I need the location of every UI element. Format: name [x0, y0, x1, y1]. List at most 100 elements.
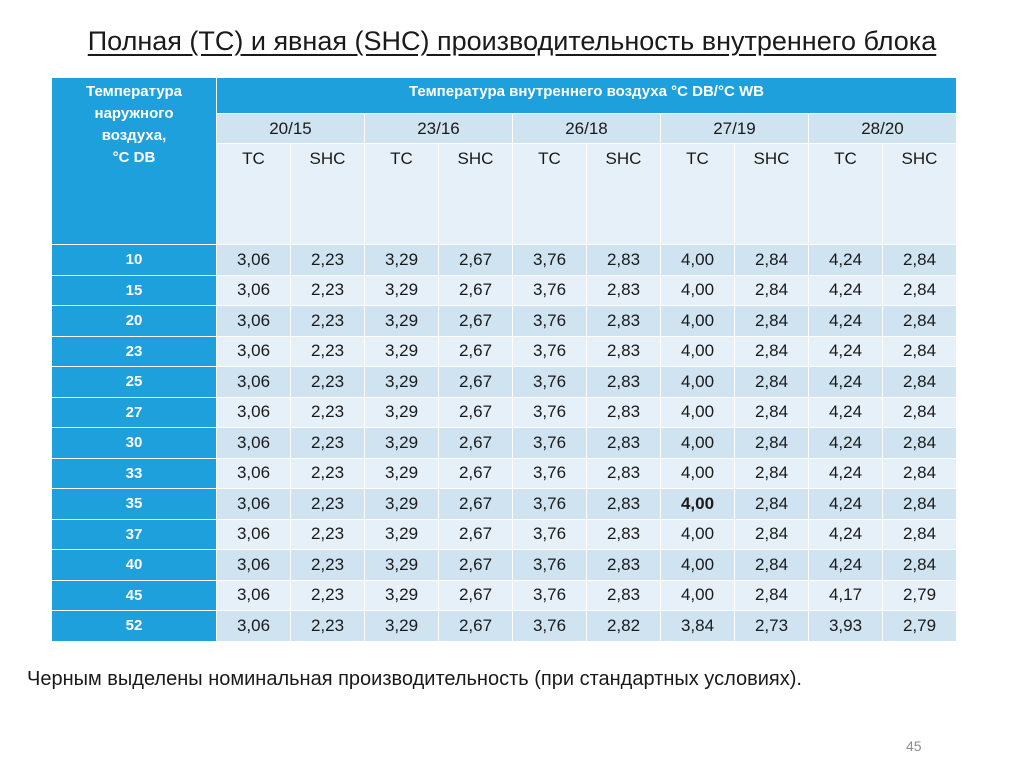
tc-value-cell: 4,00	[660, 396, 735, 428]
shc-value-cell: 2,84	[734, 244, 809, 276]
shc-value-cell: 2,67	[438, 396, 513, 428]
shc-value-cell: 2,23	[290, 427, 365, 459]
tc-value-cell: 4,00	[660, 427, 735, 459]
shc-header: SHC	[882, 143, 957, 245]
tc-value-cell: 4,24	[808, 518, 883, 550]
table-row: 23 3,06 2,23 3,29 2,67 3,76 2,83 4,00 2,84 4,24 2,…	[51, 335, 957, 367]
outdoor-temp-cell: 30	[51, 427, 217, 459]
shc-value-cell: 2,84	[882, 305, 957, 337]
tc-value-cell: 3,76	[512, 549, 587, 581]
indoor-condition-header: 26/18	[512, 113, 661, 144]
footnote: Черным выделены номинальная производител…	[27, 668, 802, 690]
tc-value-cell: 3,76	[512, 335, 587, 367]
performance-table: Температура наружного воздуха, °C DB Тем…	[51, 77, 957, 642]
tc-value-cell: 4,24	[808, 335, 883, 367]
shc-value-cell: 2,84	[882, 457, 957, 489]
outdoor-temp-cell: 35	[51, 488, 217, 520]
tc-value-cell: 4,24	[808, 488, 883, 520]
indoor-condition-header: 20/15	[216, 113, 365, 144]
table-row: 30 3,06 2,23 3,29 2,67 3,76 2,83 4,00 2,84 4,24 2,…	[51, 427, 957, 459]
tc-value-cell: 4,24	[808, 366, 883, 398]
outdoor-temp-cell: 15	[51, 274, 217, 306]
tc-value-cell: 3,06	[216, 274, 291, 306]
indoor-condition-header: 28/20	[808, 113, 957, 144]
tc-value-cell: 3,84	[660, 610, 735, 642]
shc-value-cell: 2,67	[438, 305, 513, 337]
shc-value-cell: 2,84	[734, 305, 809, 337]
shc-value-cell: 2,83	[586, 335, 661, 367]
tc-value-cell: 4,00	[660, 335, 735, 367]
shc-value-cell: 2,82	[586, 610, 661, 642]
table-row: 35 3,06 2,23 3,29 2,67 3,76 2,83 4,00 2,84 4,24 2,…	[51, 488, 957, 520]
shc-value-cell: 2,23	[290, 549, 365, 581]
shc-value-cell: 2,67	[438, 518, 513, 550]
shc-value-cell: 2,67	[438, 427, 513, 459]
slide-title: Полная (TC) и явная (SHC) производительн…	[87, 26, 937, 56]
shc-value-cell: 2,67	[438, 274, 513, 306]
shc-value-cell: 2,84	[882, 549, 957, 581]
shc-value-cell: 2,23	[290, 579, 365, 611]
tc-value-cell: 3,29	[364, 579, 439, 611]
tc-value-cell: 3,29	[364, 244, 439, 276]
tc-value-cell: 3,29	[364, 518, 439, 550]
shc-value-cell: 2,83	[586, 457, 661, 489]
tc-value-cell: 3,76	[512, 366, 587, 398]
shc-value-cell: 2,84	[882, 335, 957, 367]
tc-value-cell: 4,00	[660, 488, 735, 520]
tc-value-cell: 3,29	[364, 305, 439, 337]
tc-value-cell: 4,24	[808, 457, 883, 489]
tc-value-cell: 3,06	[216, 457, 291, 489]
table-row: 52 3,06 2,23 3,29 2,67 3,76 2,82 3,84 2,73 3,93 2,…	[51, 610, 957, 642]
shc-header: SHC	[290, 143, 365, 245]
shc-value-cell: 2,83	[586, 244, 661, 276]
tc-value-cell: 4,17	[808, 579, 883, 611]
shc-value-cell: 2,67	[438, 488, 513, 520]
table-row: 10 3,06 2,23 3,29 2,67 3,76 2,83 4,00 2,84 4,24 2,…	[51, 244, 957, 276]
shc-value-cell: 2,79	[882, 610, 957, 642]
tc-value-cell: 3,76	[512, 427, 587, 459]
shc-value-cell: 2,83	[586, 274, 661, 306]
shc-value-cell: 2,84	[882, 427, 957, 459]
tc-value-cell: 3,06	[216, 427, 291, 459]
outdoor-temp-cell: 23	[51, 335, 217, 367]
shc-value-cell: 2,83	[586, 427, 661, 459]
shc-value-cell: 2,83	[586, 305, 661, 337]
shc-value-cell: 2,23	[290, 244, 365, 276]
tc-value-cell: 3,29	[364, 488, 439, 520]
tc-header: TC	[216, 143, 291, 245]
tc-value-cell: 3,76	[512, 244, 587, 276]
shc-value-cell: 2,84	[882, 244, 957, 276]
outdoor-temp-header: Температура наружного воздуха, °C DB	[51, 77, 217, 245]
tc-value-cell: 4,24	[808, 274, 883, 306]
tc-value-cell: 3,06	[216, 366, 291, 398]
shc-value-cell: 2,84	[882, 396, 957, 428]
tc-value-cell: 4,00	[660, 244, 735, 276]
tc-value-cell: 3,06	[216, 305, 291, 337]
shc-value-cell: 2,84	[734, 457, 809, 489]
shc-value-cell: 2,67	[438, 610, 513, 642]
tc-value-cell: 3,76	[512, 579, 587, 611]
tc-value-cell: 3,29	[364, 457, 439, 489]
tc-value-cell: 3,06	[216, 335, 291, 367]
tc-value-cell: 3,06	[216, 610, 291, 642]
tc-header: TC	[512, 143, 587, 245]
shc-value-cell: 2,84	[734, 396, 809, 428]
tc-value-cell: 4,00	[660, 366, 735, 398]
tc-value-cell: 4,00	[660, 274, 735, 306]
shc-value-cell: 2,23	[290, 457, 365, 489]
tc-value-cell: 3,29	[364, 396, 439, 428]
outdoor-temp-cell: 37	[51, 518, 217, 550]
tc-value-cell: 3,06	[216, 549, 291, 581]
tc-value-cell: 3,29	[364, 549, 439, 581]
table-row: 33 3,06 2,23 3,29 2,67 3,76 2,83 4,00 2,84 4,24 2,…	[51, 457, 957, 489]
outdoor-temp-cell: 10	[51, 244, 217, 276]
shc-value-cell: 2,23	[290, 305, 365, 337]
tc-value-cell: 3,06	[216, 396, 291, 428]
tc-value-cell: 3,76	[512, 305, 587, 337]
tc-value-cell: 3,76	[512, 274, 587, 306]
outdoor-temp-cell: 33	[51, 457, 217, 489]
tc-value-cell: 4,00	[660, 305, 735, 337]
shc-value-cell: 2,67	[438, 335, 513, 367]
tc-value-cell: 3,29	[364, 274, 439, 306]
shc-value-cell: 2,23	[290, 366, 365, 398]
